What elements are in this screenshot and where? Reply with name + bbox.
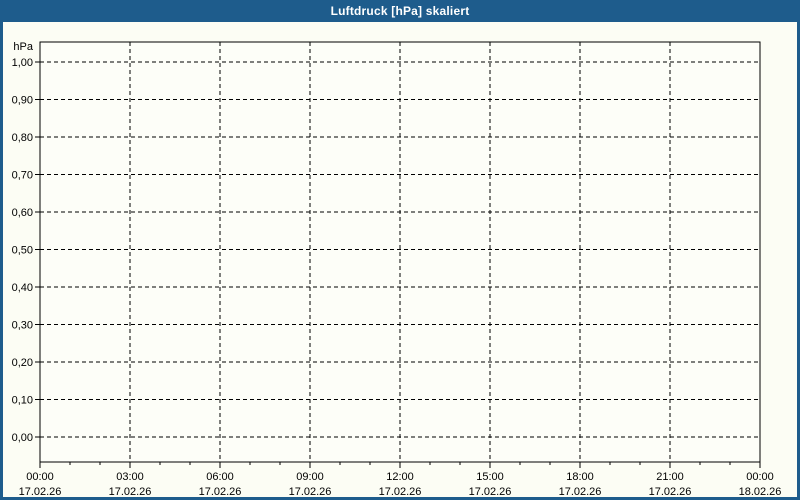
svg-text:17.02.26: 17.02.26 xyxy=(469,486,512,497)
svg-text:0,30: 0,30 xyxy=(12,320,33,332)
chart-title: Luftdruck [hPa] skaliert xyxy=(330,4,470,18)
svg-text:06:00: 06:00 xyxy=(206,471,234,483)
chart-area: 1,00 0,90 0,80 0,70 0,60 0,50 0,40 0,30 0,20 0,10… xyxy=(3,22,797,498)
svg-text:09:00: 09:00 xyxy=(296,471,324,483)
svg-text:00:00: 00:00 xyxy=(26,471,54,483)
svg-text:17.02.26: 17.02.26 xyxy=(289,486,332,497)
svg-text:03:00: 03:00 xyxy=(116,471,144,483)
svg-text:0,50: 0,50 xyxy=(12,245,33,257)
svg-text:0,20: 0,20 xyxy=(12,357,33,369)
svg-text:0,90: 0,90 xyxy=(12,95,33,107)
pressure-chart-svg: 1,00 0,90 0,80 0,70 0,60 0,50 0,40 0,30 0,20 0,10… xyxy=(12,41,782,498)
svg-text:hPa: hPa xyxy=(13,41,33,53)
svg-text:17.02.26: 17.02.26 xyxy=(109,486,152,497)
svg-text:18:00: 18:00 xyxy=(566,471,594,483)
svg-text:17.02.26: 17.02.26 xyxy=(649,486,692,497)
title-bar: Luftdruck [hPa] skaliert xyxy=(0,0,800,22)
svg-text:0,80: 0,80 xyxy=(12,132,33,144)
svg-text:21:00: 21:00 xyxy=(656,471,684,483)
svg-text:12:00: 12:00 xyxy=(386,471,414,483)
svg-text:17.02.26: 17.02.26 xyxy=(199,486,242,497)
svg-text:17.02.26: 17.02.26 xyxy=(19,486,62,497)
svg-text:1,00: 1,00 xyxy=(12,57,33,69)
svg-text:0,10: 0,10 xyxy=(12,395,33,407)
svg-text:0,70: 0,70 xyxy=(12,170,33,182)
svg-text:0,00: 0,00 xyxy=(12,432,33,444)
svg-text:0,60: 0,60 xyxy=(12,207,33,219)
svg-text:00:00: 00:00 xyxy=(746,471,774,483)
svg-text:17.02.26: 17.02.26 xyxy=(559,486,602,497)
svg-text:0,40: 0,40 xyxy=(12,282,33,294)
svg-text:18.02.26: 18.02.26 xyxy=(739,486,782,497)
svg-text:15:00: 15:00 xyxy=(476,471,504,483)
svg-text:17.02.26: 17.02.26 xyxy=(379,486,422,497)
